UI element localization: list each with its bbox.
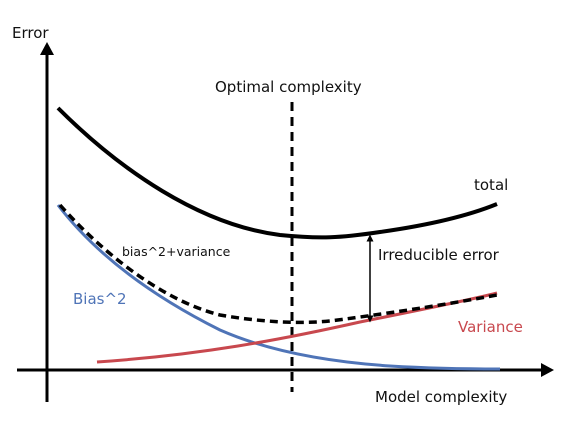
bias-variance-label: bias^2+variance bbox=[122, 244, 231, 259]
bias-variance-curve bbox=[58, 203, 498, 325]
x-axis-label: Model complexity bbox=[375, 388, 507, 406]
bias-squared-label: Bias^2 bbox=[73, 290, 127, 308]
total-error-curve bbox=[56, 106, 498, 240]
y-axis-label: Error bbox=[12, 24, 49, 42]
x-axis-arrowhead bbox=[541, 363, 554, 377]
optimal-complexity-label: Optimal complexity bbox=[215, 78, 362, 96]
y-axis-arrowhead bbox=[40, 42, 54, 55]
total-label: total bbox=[474, 176, 508, 194]
variance-label: Variance bbox=[458, 318, 523, 336]
irreducible-error-label: Irreducible error bbox=[378, 246, 500, 264]
variance-curve bbox=[96, 291, 498, 364]
bias-squared-curve bbox=[56, 204, 501, 371]
